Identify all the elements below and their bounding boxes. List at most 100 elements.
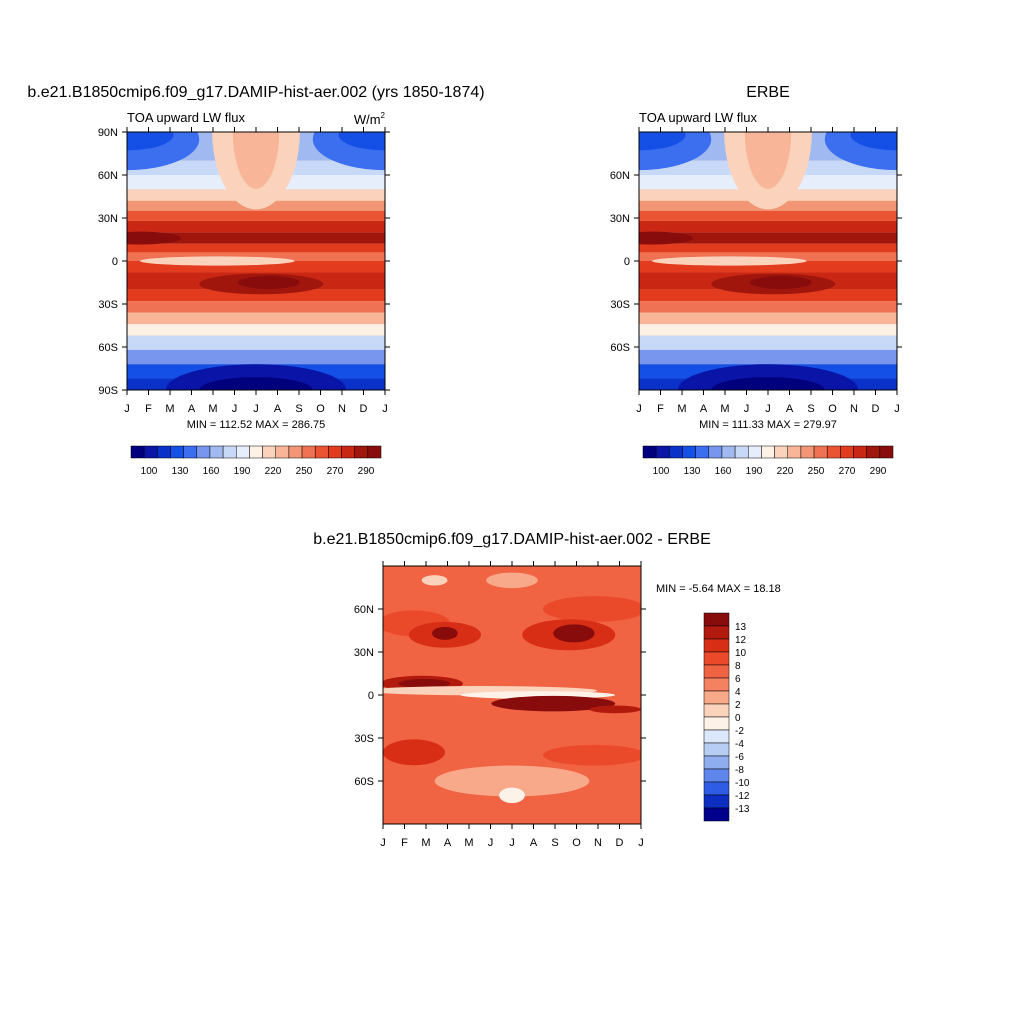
colorbar-label: -13: [735, 804, 750, 815]
colorbar-swatch: [703, 716, 730, 731]
colorbar-label: 160: [715, 466, 732, 477]
colorbar-label: 250: [296, 466, 313, 477]
panel-model-y-axis: 90N 60N 30N 0 30S 60S 90S: [98, 127, 390, 397]
x-tick-label: D: [616, 837, 624, 849]
colorbar-swatch: [703, 807, 730, 822]
panel-model-field: [127, 132, 385, 390]
panel-model-subtitle: TOA upward LW flux: [127, 110, 246, 125]
panel-erbe-colorbar: 100 130 160 190 220 250 270 290: [642, 445, 894, 477]
x-tick-label: J: [253, 403, 259, 415]
colorbar-label: 250: [808, 466, 825, 477]
field-feature: [499, 787, 525, 804]
contour-field-shapes: [127, 132, 385, 390]
field-feature: [589, 705, 641, 714]
x-tick-label: M: [421, 837, 430, 849]
y-tick-label: 60N: [98, 170, 118, 182]
colorbar-swatch: [275, 445, 290, 459]
field-feature: [744, 132, 792, 189]
field-band: [127, 301, 385, 313]
colorbar-swatch: [703, 768, 730, 783]
colorbar-swatch: [288, 445, 303, 459]
field-feature: [383, 739, 445, 766]
colorbar-swatch: [682, 445, 696, 459]
colorbar-swatch: [879, 445, 894, 459]
colorbar-label: -2: [735, 726, 744, 737]
colorbar-swatch: [695, 445, 710, 459]
panel-erbe-subtitle: TOA upward LW flux: [639, 110, 758, 125]
colorbar-swatch: [826, 445, 841, 459]
colorbar-label: 12: [735, 635, 747, 646]
field-feature: [398, 678, 451, 689]
colorbar-label: -12: [735, 791, 750, 802]
x-tick-label: O: [828, 403, 837, 415]
colorbar-swatch: [669, 445, 683, 459]
x-tick-label: J: [509, 837, 515, 849]
colorbar-swatch: [703, 677, 730, 692]
colorbar-swatch: [708, 445, 723, 459]
y-tick-label: 30N: [610, 213, 630, 225]
colorbar-swatch: [813, 445, 828, 459]
field-feature: [850, 132, 897, 151]
panel-model-colorbar: 100 130 160 190 220 250 270 290: [130, 445, 382, 477]
colorbar-swatch: [703, 664, 730, 679]
colorbar-label: 0: [735, 713, 741, 724]
colorbar-label: 13: [735, 622, 747, 633]
colorbar-swatch: [703, 703, 730, 718]
x-tick-label: J: [638, 837, 644, 849]
y-tick-label: 0: [112, 256, 118, 268]
y-tick-label: 30S: [98, 299, 118, 311]
field-feature: [199, 377, 313, 390]
field-feature: [237, 276, 300, 289]
panel-model-units: W/m2: [354, 111, 386, 127]
field-band: [639, 312, 897, 325]
colorbar-swatch: [787, 445, 802, 459]
x-tick-label: M: [208, 403, 217, 415]
x-tick-label: J: [382, 403, 388, 415]
colorbar-swatch: [748, 445, 762, 459]
panel-difference-stats: MIN = -5.64 MAX = 18.18: [656, 583, 781, 595]
colorbar-swatch: [853, 445, 867, 459]
x-tick-label: M: [165, 403, 174, 415]
x-tick-label: N: [850, 403, 858, 415]
x-tick-label: N: [338, 403, 346, 415]
x-tick-label: J: [380, 837, 386, 849]
colorbar-swatch: [354, 445, 369, 459]
field-band: [127, 232, 385, 244]
colorbar-swatch: [721, 445, 736, 459]
field-feature: [711, 377, 825, 390]
field-feature: [491, 695, 616, 712]
x-tick-label: S: [807, 403, 814, 415]
field-feature: [432, 626, 458, 640]
x-tick-label: A: [530, 837, 538, 849]
colorbar-label: -8: [735, 765, 744, 776]
x-tick-label: S: [551, 837, 558, 849]
colorbar-label: 290: [870, 466, 887, 477]
colorbar-label: 100: [141, 466, 158, 477]
colorbar-swatch: [703, 742, 730, 757]
field-band: [639, 220, 897, 233]
x-tick-label: J: [765, 403, 771, 415]
x-tick-label: M: [677, 403, 686, 415]
field-band: [127, 243, 385, 253]
panel-difference-field: [383, 566, 641, 824]
field-band: [127, 349, 385, 365]
field-feature: [542, 744, 641, 766]
x-tick-label: F: [145, 403, 152, 415]
field-band: [127, 261, 385, 273]
colorbar-swatch: [236, 445, 250, 459]
field-band: [639, 335, 897, 350]
field-feature: [542, 596, 641, 622]
field-feature: [139, 256, 295, 266]
colorbar-label: 190: [746, 466, 763, 477]
colorbar-label: 190: [234, 466, 251, 477]
x-tick-label: F: [657, 403, 664, 415]
colorbar-label: 130: [172, 466, 189, 477]
colorbar-label: 130: [684, 466, 701, 477]
colorbar-swatch: [262, 445, 276, 459]
x-tick-label: D: [872, 403, 880, 415]
panel-difference-colorbar: 13 12 10 8 6 4 2 0 -2 -4 -6 -8 -10 -12 -13: [703, 612, 750, 822]
x-tick-label: J: [488, 837, 494, 849]
units-exponent: 2: [381, 111, 386, 120]
